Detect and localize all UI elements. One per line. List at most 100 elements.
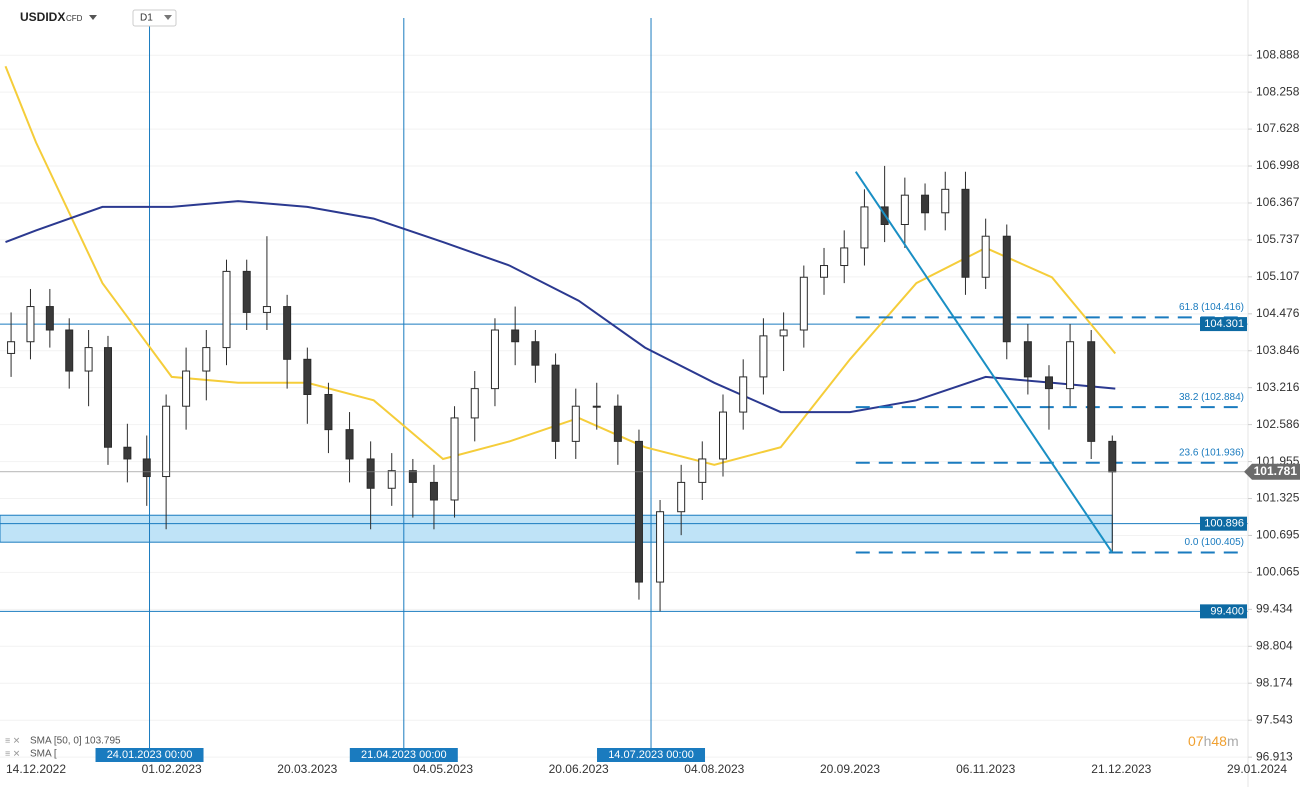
candle-body <box>656 511 665 583</box>
candle-body <box>202 347 211 372</box>
timer-h: h <box>1204 733 1212 749</box>
candle-body <box>490 329 499 390</box>
legend-icon: ≡ ✕ <box>5 735 20 745</box>
candle-body <box>511 329 520 343</box>
legend-entry: SMA [50, 0] 103.795 <box>30 736 121 747</box>
sma-line <box>5 200 1116 414</box>
candle-body <box>65 329 74 372</box>
candle-body <box>142 458 151 478</box>
candle-body <box>531 341 540 366</box>
current-price-box <box>1244 463 1300 480</box>
timeframe-dropdown <box>164 15 172 20</box>
timeframe: D1 <box>140 13 153 24</box>
level-label: 100.896 <box>1204 518 1244 530</box>
candle-body <box>1066 341 1075 390</box>
symbol: USDIDX <box>20 10 65 24</box>
level-label: 99.400 <box>1210 605 1244 617</box>
x-tick-label: 04.05.2023 <box>413 762 473 776</box>
y-tick-label: 104.476 <box>1256 306 1300 320</box>
candle-body <box>718 411 727 460</box>
candle-body <box>408 470 417 483</box>
candle-body <box>941 188 950 214</box>
candle-body <box>45 306 54 331</box>
y-tick-label: 106.367 <box>1256 195 1300 209</box>
y-tick-label: 103.846 <box>1256 343 1300 357</box>
symbol-type: CFD <box>66 14 83 23</box>
candle-body <box>613 405 622 442</box>
candle-body <box>739 376 748 413</box>
y-tick-label: 103.216 <box>1256 380 1300 394</box>
candle-body <box>799 276 808 331</box>
candle-body <box>571 405 580 442</box>
candle-body <box>123 446 132 460</box>
candle-body <box>634 440 643 583</box>
legend-entry: SMA [ <box>30 749 57 760</box>
vertical-line-label: 24.01.2023 00:00 <box>107 749 193 761</box>
y-tick-label: 102.586 <box>1256 417 1300 431</box>
symbol-dropdown[interactable] <box>89 15 97 20</box>
y-tick-label: 100.695 <box>1256 528 1300 542</box>
candle-body <box>242 270 251 313</box>
vertical-line-label: 21.04.2023 00:00 <box>361 749 447 761</box>
candle-body <box>840 247 849 267</box>
x-tick-label: 14.12.2022 <box>6 762 66 776</box>
y-tick-label: 108.888 <box>1256 47 1300 61</box>
fib-label: 23.6 (101.936) <box>1179 447 1244 458</box>
y-tick-label: 100.065 <box>1256 565 1300 579</box>
candle-body <box>1108 440 1117 473</box>
candle-body <box>677 481 686 513</box>
vertical-line-label-box <box>95 748 204 762</box>
candle-body <box>1087 341 1096 442</box>
candle-body <box>820 265 829 278</box>
level-label: 104.301 <box>1204 318 1244 330</box>
candle-body <box>551 364 560 442</box>
candle-body <box>162 405 171 478</box>
y-tick-label: 98.804 <box>1256 638 1293 652</box>
candle-body <box>900 194 909 225</box>
y-tick-label: 106.998 <box>1256 158 1300 172</box>
support-zone <box>0 514 1113 543</box>
candle-body <box>592 405 601 408</box>
level-label-box <box>1200 516 1247 531</box>
candle-body <box>366 458 375 489</box>
timer-m: m <box>1227 733 1239 749</box>
timer: 07h48m <box>1188 733 1239 749</box>
fib-label: 38.2 (102.884) <box>1179 392 1244 403</box>
candle-body <box>1023 341 1032 378</box>
candle-body <box>1002 235 1011 343</box>
candle-body <box>262 306 271 313</box>
y-tick-label: 101.325 <box>1256 491 1300 505</box>
x-tick-label: 21.12.2023 <box>1091 762 1151 776</box>
candle-body <box>387 470 396 489</box>
candle-body <box>103 347 112 448</box>
candle-body <box>303 358 312 395</box>
current-price-label: 101.781 <box>1254 464 1298 478</box>
candle-body <box>698 458 707 483</box>
x-tick-label: 06.11.2023 <box>956 762 1015 776</box>
vertical-line-label-box <box>597 748 706 762</box>
fib-label: 61.8 (104.416) <box>1179 302 1244 313</box>
y-tick-label: 97.543 <box>1256 712 1293 726</box>
x-tick-label: 04.08.2023 <box>684 762 744 776</box>
level-label-box <box>1200 604 1247 619</box>
trendline <box>854 171 1114 554</box>
y-tick-label: 108.258 <box>1256 84 1300 98</box>
x-tick-label: 01.02.2023 <box>142 762 202 776</box>
candle-body <box>7 341 16 354</box>
y-tick-label: 98.174 <box>1256 675 1293 689</box>
candle-body <box>759 335 768 378</box>
vertical-line-label: 14.07.2023 00:00 <box>608 749 694 761</box>
legend-icon: ≡ ✕ <box>5 748 20 758</box>
fib-label: 0.0 (100.405) <box>1185 537 1245 548</box>
candle-body <box>961 188 970 278</box>
candle-body <box>222 270 231 349</box>
y-tick-label: 105.737 <box>1256 232 1300 246</box>
x-tick-label: 20.03.2023 <box>277 762 337 776</box>
candle-body <box>779 329 788 337</box>
candle-body <box>324 393 333 431</box>
timeframe-select[interactable] <box>132 9 177 27</box>
y-tick-label: 105.107 <box>1256 269 1300 283</box>
candle-body <box>1044 376 1053 390</box>
y-tick-label: 107.628 <box>1256 121 1300 135</box>
